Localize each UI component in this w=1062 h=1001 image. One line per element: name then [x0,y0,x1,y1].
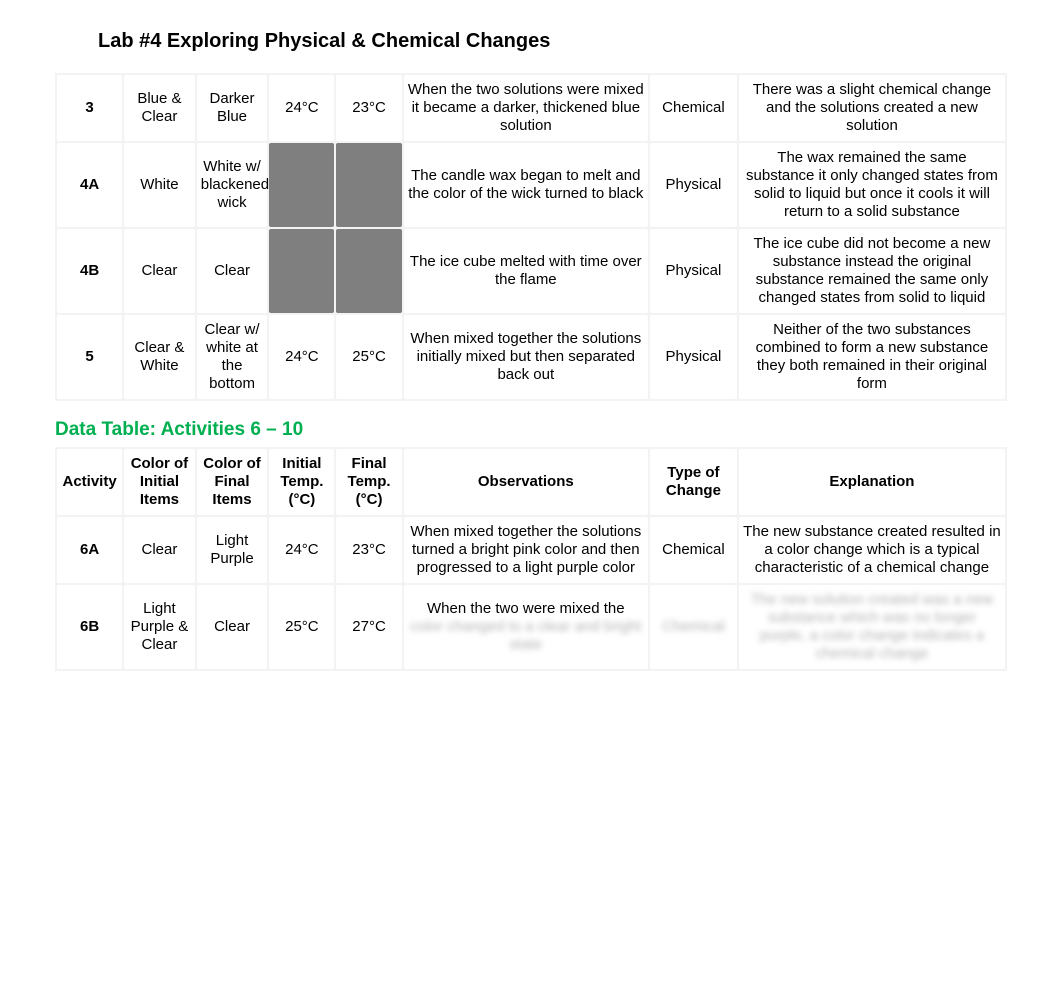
cell-observations: When mixed together the solutions turned… [404,517,648,583]
th-temp-final: Final Temp. (°C) [336,449,401,515]
table-row: 5 Clear & White Clear w/ white at the bo… [57,315,1005,399]
cell-activity: 5 [57,315,122,399]
th-activity: Activity [57,449,122,515]
table2-wrap: Activity Color of Initial Items Color of… [0,447,1062,671]
cell-temp-initial: 24°C [269,315,334,399]
th-explanation: Explanation [739,449,1005,515]
table-row: 4B Clear Clear The ice cube melted with … [57,229,1005,313]
cell-activity: 3 [57,75,122,141]
cell-explanation: The new solution created was a new subst… [739,585,1005,669]
cell-color-final: Light Purple [197,517,268,583]
exp-blurred: The new solution created was a new subst… [751,591,994,662]
cell-explanation: There was a slight chemical change and t… [739,75,1005,141]
th-color-initial: Color of Initial Items [124,449,195,515]
cell-activity: 6A [57,517,122,583]
cell-temp-final: 23°C [336,517,401,583]
cell-explanation: The wax remained the same substance it o… [739,143,1005,227]
cell-color-initial: Clear [124,229,195,313]
cell-temp-initial-gray [269,143,334,227]
cell-color-final: Clear w/ white at the bottom [197,315,268,399]
cell-temp-final: 27°C [336,585,401,669]
cell-observations: When mixed together the solutions initia… [404,315,648,399]
cell-color-final: Clear [197,229,268,313]
cell-observations: When the two solutions were mixed it bec… [404,75,648,141]
table-row: 6A Clear Light Purple 24°C 23°C When mix… [57,517,1005,583]
page-title: Lab #4 Exploring Physical & Chemical Cha… [0,0,1062,73]
cell-explanation: Neither of the two substances combined t… [739,315,1005,399]
cell-type: Chemical [650,75,737,141]
table1-wrap: 3 Blue & Clear Darker Blue 24°C 23°C Whe… [0,73,1062,401]
cell-type: Chemical [650,585,737,669]
cell-color-initial: Light Purple & Clear [124,585,195,669]
table2: Activity Color of Initial Items Color of… [55,447,1007,671]
cell-explanation: The ice cube did not become a new substa… [739,229,1005,313]
cell-type: Physical [650,229,737,313]
cell-temp-initial: 24°C [269,517,334,583]
cell-type: Physical [650,315,737,399]
table-row: 4A White White w/ blackened wick The can… [57,143,1005,227]
cell-temp-initial: 24°C [269,75,334,141]
cell-temp-initial: 25°C [269,585,334,669]
cell-observations: The candle wax began to melt and the col… [404,143,648,227]
cell-type: Chemical [650,517,737,583]
cell-temp-final-gray [336,143,401,227]
cell-temp-final-gray [336,229,401,313]
th-type: Type of Change [650,449,737,515]
cell-explanation: The new substance created resulted in a … [739,517,1005,583]
cell-activity: 6B [57,585,122,669]
cell-observations: The ice cube melted with time over the f… [404,229,648,313]
cell-activity: 4A [57,143,122,227]
cell-temp-final: 23°C [336,75,401,141]
table-header-row: Activity Color of Initial Items Color of… [57,449,1005,515]
cell-color-initial: Clear [124,517,195,583]
cell-color-initial: Clear & White [124,315,195,399]
type-blurred: Chemical [662,618,725,635]
cell-color-initial: Blue & Clear [124,75,195,141]
cell-color-final: White w/ blackened wick [197,143,268,227]
obs-visible: When the two were mixed the [427,600,625,617]
cell-observations: When the two were mixed the color change… [404,585,648,669]
cell-color-final: Clear [197,585,268,669]
th-color-final: Color of Final Items [197,449,268,515]
cell-type: Physical [650,143,737,227]
cell-temp-initial-gray [269,229,334,313]
cell-color-final: Darker Blue [197,75,268,141]
th-temp-initial: Initial Temp. (°C) [269,449,334,515]
cell-activity: 4B [57,229,122,313]
table-row: 3 Blue & Clear Darker Blue 24°C 23°C Whe… [57,75,1005,141]
th-observations: Observations [404,449,648,515]
table1: 3 Blue & Clear Darker Blue 24°C 23°C Whe… [55,73,1007,401]
table-row: 6B Light Purple & Clear Clear 25°C 27°C … [57,585,1005,669]
obs-blurred: color changed to a clear and bright stat… [410,618,641,653]
cell-color-initial: White [124,143,195,227]
section-title: Data Table: Activities 6 – 10 [0,401,1062,447]
cell-temp-final: 25°C [336,315,401,399]
